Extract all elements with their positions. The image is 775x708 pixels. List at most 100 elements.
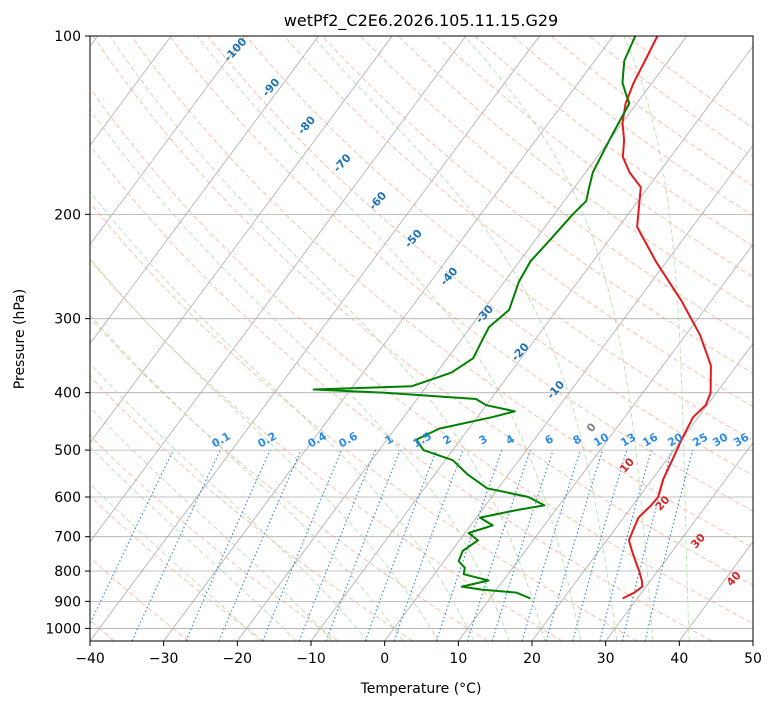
mixing-ratio-label: 30 (710, 430, 730, 449)
mixing-ratio-label: 16 (640, 430, 660, 449)
moist-adiabat-line (90, 314, 404, 641)
mixing-ratio-label: 2 (441, 432, 454, 447)
moist-adiabat-line (90, 108, 510, 641)
mixing-ratio-line (435, 449, 503, 641)
mixing-ratio-line (298, 449, 376, 641)
y-tick-label: 300 (54, 312, 81, 328)
moist-adiabat-line (90, 446, 297, 641)
dry-adiabat-label: 30 (688, 531, 708, 551)
mixing-ratio-line (185, 449, 271, 641)
y-tick-label: 800 (54, 564, 81, 580)
plot-frame (89, 35, 754, 642)
moist-adiabat-line (623, 36, 690, 641)
x-tick-label: −40 (75, 651, 105, 667)
isotherm-line (90, 36, 540, 641)
mixing-ratio-label: 25 (690, 431, 710, 450)
x-tick-label: 10 (449, 651, 467, 667)
y-axis-ticks: 100 200 300 400 500 600 700 800 900 1000 (45, 29, 90, 637)
x-tick-label: 0 (380, 651, 389, 667)
mixing-ratio-line (90, 449, 174, 625)
isotherm-line (90, 36, 467, 543)
x-tick-label: 50 (744, 651, 762, 667)
dry-adiabat-line (90, 201, 638, 641)
temperature-line (621, 36, 712, 600)
y-tick-label: 700 (54, 530, 81, 546)
isotherm-line (163, 36, 614, 641)
y-tick-label: 400 (54, 386, 81, 402)
x-tick-label: −10 (296, 651, 326, 667)
dry-adiabat-line (283, 36, 753, 408)
x-tick-label: −30 (149, 651, 179, 667)
moist-adiabat-line (90, 363, 369, 641)
isotherm-line (458, 243, 753, 641)
chart-title: wetPf2_C2E6.2026.105.11.15.G29 (284, 11, 558, 31)
y-tick-label: 600 (54, 490, 81, 506)
y-tick-label: 1000 (45, 621, 81, 637)
x-axis-label: Temperature (°C) (360, 681, 482, 697)
y-tick-label: 200 (54, 207, 81, 223)
mixing-ratio-line (521, 449, 581, 641)
mixing-ratio-line (466, 449, 531, 641)
isotherm-line (679, 541, 753, 641)
dry-adiabat-label: 40 (724, 569, 744, 589)
moist-adiabat-line (464, 36, 654, 641)
dry-adiabat-line (398, 36, 753, 310)
mixing-ratio-line (131, 449, 221, 641)
mixing-ratio-label: 0.1 (210, 429, 233, 450)
y-axis-label: Pressure (hPa) (12, 289, 28, 389)
dry-adiabat-label: -90 (260, 75, 283, 99)
mixing-ratio-label: 4 (504, 432, 517, 447)
mixing-ratio-line (364, 449, 437, 641)
isotherm-line (90, 36, 393, 444)
moist-adiabat-line (196, 36, 582, 641)
dry-adiabat-line (512, 36, 753, 217)
dry-adiabat-label: -30 (473, 302, 496, 326)
mixing-ratio-line (325, 449, 401, 641)
mixing-ratio-label: 0.4 (306, 429, 330, 450)
dry-adiabat-line (359, 36, 753, 342)
x-axis-ticks: −40 −30 −20 −10 0 10 20 30 40 50 (75, 641, 762, 667)
dry-adiabat-line (90, 495, 264, 641)
isotherm-line (90, 36, 172, 146)
mixing-ratio-label: 6 (543, 432, 556, 447)
mixing-ratio-label: 36 (731, 430, 751, 449)
dry-adiabat-label: -70 (331, 151, 354, 175)
dry-adiabat-line (245, 36, 753, 442)
dry-adiabat-line (90, 556, 190, 641)
dry-adiabat-line (90, 144, 712, 641)
isotherm-line (90, 36, 246, 246)
mixing-ratio-line (572, 449, 628, 641)
x-tick-label: −20 (223, 651, 253, 667)
dry-adiabat-line (169, 36, 753, 512)
isotherm-line (90, 36, 319, 345)
dry-adiabat-line (436, 36, 753, 278)
mixing-ratio-line (599, 449, 653, 641)
dry-adiabat-label: -50 (402, 227, 425, 251)
dry-adiabat-label: -100 (221, 35, 249, 64)
dry-adiabat-line (90, 259, 563, 641)
mixing-ratio-label: 8 (571, 432, 584, 447)
dewpoint-line (312, 36, 637, 600)
isotherm-line (384, 144, 753, 641)
x-tick-label: 30 (597, 651, 615, 667)
adiabat-labels: -100-90-80-70-60-50-40-30-20-10010203040… (210, 35, 752, 589)
mixing-ratio-label: 20 (665, 430, 685, 449)
y-tick-label: 900 (54, 594, 81, 610)
dry-adiabat-line (90, 317, 488, 641)
dry-adiabat-label: -80 (295, 113, 318, 137)
dry-adiabat-line (130, 36, 753, 549)
mixing-ratio-line (393, 449, 464, 641)
dry-adiabat-label: 10 (617, 455, 637, 475)
mixing-ratio-label: 3 (477, 432, 490, 447)
dry-adiabat-label: -60 (366, 189, 389, 213)
moist-adiabat-line (90, 406, 333, 641)
mixing-ratio-line (545, 449, 604, 641)
dry-adiabat-line (90, 375, 414, 641)
data-lines (312, 36, 712, 600)
mixing-ratio-line (644, 449, 694, 641)
mixing-ratio-label: 0.6 (337, 429, 361, 450)
mixing-ratio-line (262, 449, 343, 641)
dry-adiabat-line (90, 87, 753, 624)
moist-adiabat-line (109, 36, 546, 641)
